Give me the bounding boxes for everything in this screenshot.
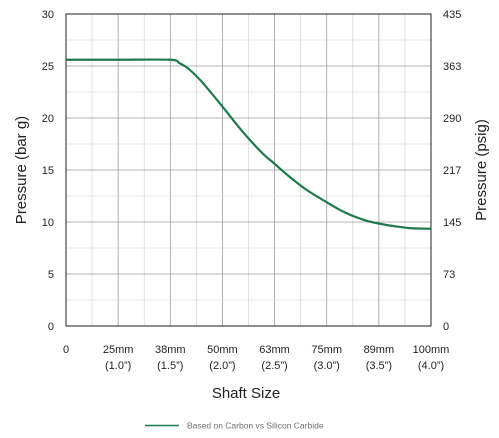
y-tick-label-right: 435 bbox=[443, 9, 461, 21]
y-tick-label-right: 0 bbox=[443, 321, 449, 333]
series-line bbox=[65, 58, 432, 230]
y-tick-label-left: 20 bbox=[42, 113, 54, 125]
x-tick-sublabel: (4.0”) bbox=[418, 360, 444, 372]
y-tick-label-left: 10 bbox=[42, 217, 54, 229]
legend: Based on Carbon vs Silicon Carbide bbox=[145, 421, 324, 431]
plot-area-border bbox=[65, 13, 432, 327]
y-axis-left-title: Pressure (bar g) bbox=[13, 116, 30, 224]
x-tick-label: 100mm bbox=[413, 344, 450, 356]
chart-grid bbox=[66, 14, 431, 326]
y-axis-left-ticks: 0 5 10 15 20 25 30 bbox=[42, 9, 54, 333]
x-tick-label: 89mm bbox=[364, 344, 395, 356]
x-tick-label: 38mm bbox=[155, 344, 186, 356]
y-tick-label-right: 217 bbox=[443, 165, 461, 177]
x-tick-sublabel: (2.5”) bbox=[261, 360, 287, 372]
x-tick-label: 25mm bbox=[103, 344, 134, 356]
legend-label: Based on Carbon vs Silicon Carbide bbox=[187, 421, 324, 431]
x-tick-sublabel: (1.0”) bbox=[105, 360, 131, 372]
x-axis-ticks: 0 25mm (1.0”) 38mm (1.5”) 50mm (2.0”) 63mm (2.5”… bbox=[63, 344, 449, 372]
y-axis-right-ticks: 0 73 145 217 290 363 435 bbox=[443, 9, 461, 333]
y-tick-label-right: 73 bbox=[443, 269, 455, 281]
y-tick-label-left: 15 bbox=[42, 165, 54, 177]
x-axis-title: Shaft Size bbox=[212, 385, 280, 402]
y-tick-label-right: 145 bbox=[443, 217, 461, 229]
x-tick-sublabel: (2.0”) bbox=[209, 360, 235, 372]
x-tick-sublabel: (1.5”) bbox=[157, 360, 183, 372]
y-tick-label-left: 25 bbox=[42, 61, 54, 73]
y-tick-label-left: 5 bbox=[48, 269, 54, 281]
y-axis-right-title: Pressure (psig) bbox=[473, 119, 490, 221]
x-tick-label: 75mm bbox=[311, 344, 342, 356]
x-tick-sublabel: (3.0”) bbox=[314, 360, 340, 372]
y-tick-label-right: 290 bbox=[443, 113, 461, 125]
x-tick-label: 50mm bbox=[207, 344, 238, 356]
y-tick-label-right: 363 bbox=[443, 61, 461, 73]
x-tick-sublabel: (3.5”) bbox=[366, 360, 392, 372]
y-tick-label-left: 0 bbox=[48, 321, 54, 333]
y-tick-label-left: 30 bbox=[42, 9, 54, 21]
series-layer bbox=[65, 58, 432, 230]
x-tick-label: 0 bbox=[63, 344, 69, 356]
x-tick-label: 63mm bbox=[259, 344, 290, 356]
